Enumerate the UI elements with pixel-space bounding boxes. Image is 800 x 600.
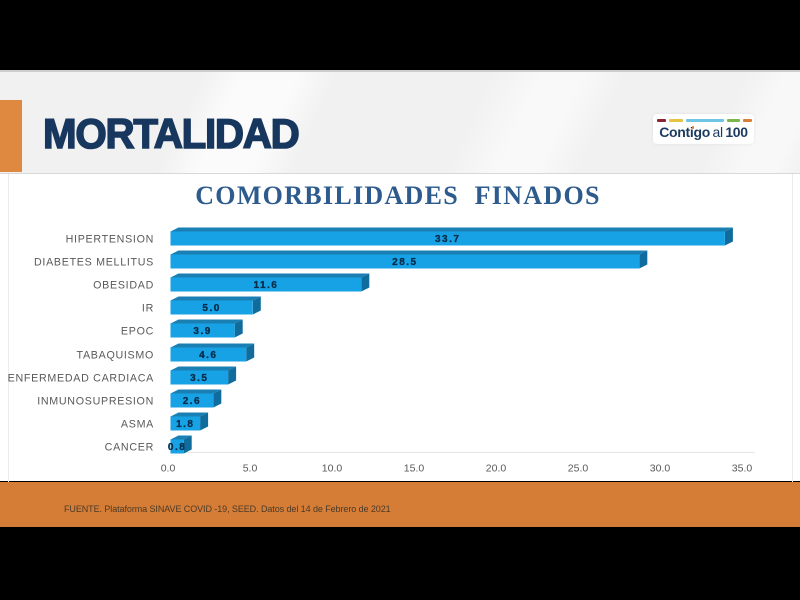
svg-text:0.8: 0.8	[168, 442, 186, 453]
svg-text:EPOC: EPOC	[121, 325, 154, 337]
svg-text:25.0: 25.0	[568, 463, 589, 475]
svg-text:35.0: 35.0	[732, 463, 753, 475]
svg-text:33.7: 33.7	[435, 234, 460, 245]
svg-text:11.6: 11.6	[253, 280, 278, 291]
svg-text:1.8: 1.8	[176, 419, 194, 430]
svg-text:5.0: 5.0	[202, 303, 220, 314]
svg-text:OBESIDAD: OBESIDAD	[93, 279, 154, 291]
svg-text:CANCER: CANCER	[105, 441, 154, 453]
svg-text:HIPERTENSION: HIPERTENSION	[66, 233, 154, 245]
svg-text:INMUNOSUPRESION: INMUNOSUPRESION	[37, 395, 154, 407]
svg-text:3.5: 3.5	[190, 373, 208, 384]
svg-text:0.0: 0.0	[161, 463, 176, 475]
svg-text:DIABETES MELLITUS: DIABETES MELLITUS	[34, 256, 154, 268]
svg-text:ASMA: ASMA	[121, 418, 154, 430]
svg-text:28.5: 28.5	[392, 257, 417, 268]
svg-text:10.0: 10.0	[322, 463, 343, 475]
svg-text:ENFERMEDAD CARDIACA: ENFERMEDAD CARDIACA	[8, 372, 154, 384]
svg-text:15.0: 15.0	[404, 463, 425, 475]
svg-text:4.6: 4.6	[199, 350, 217, 361]
svg-text:3.9: 3.9	[193, 326, 211, 337]
svg-text:2.6: 2.6	[183, 396, 201, 407]
svg-text:30.0: 30.0	[650, 463, 671, 475]
svg-text:IR: IR	[142, 302, 154, 314]
svg-text:TABAQUISMO: TABAQUISMO	[77, 349, 154, 361]
svg-text:20.0: 20.0	[486, 463, 507, 475]
svg-text:5.0: 5.0	[243, 463, 258, 475]
